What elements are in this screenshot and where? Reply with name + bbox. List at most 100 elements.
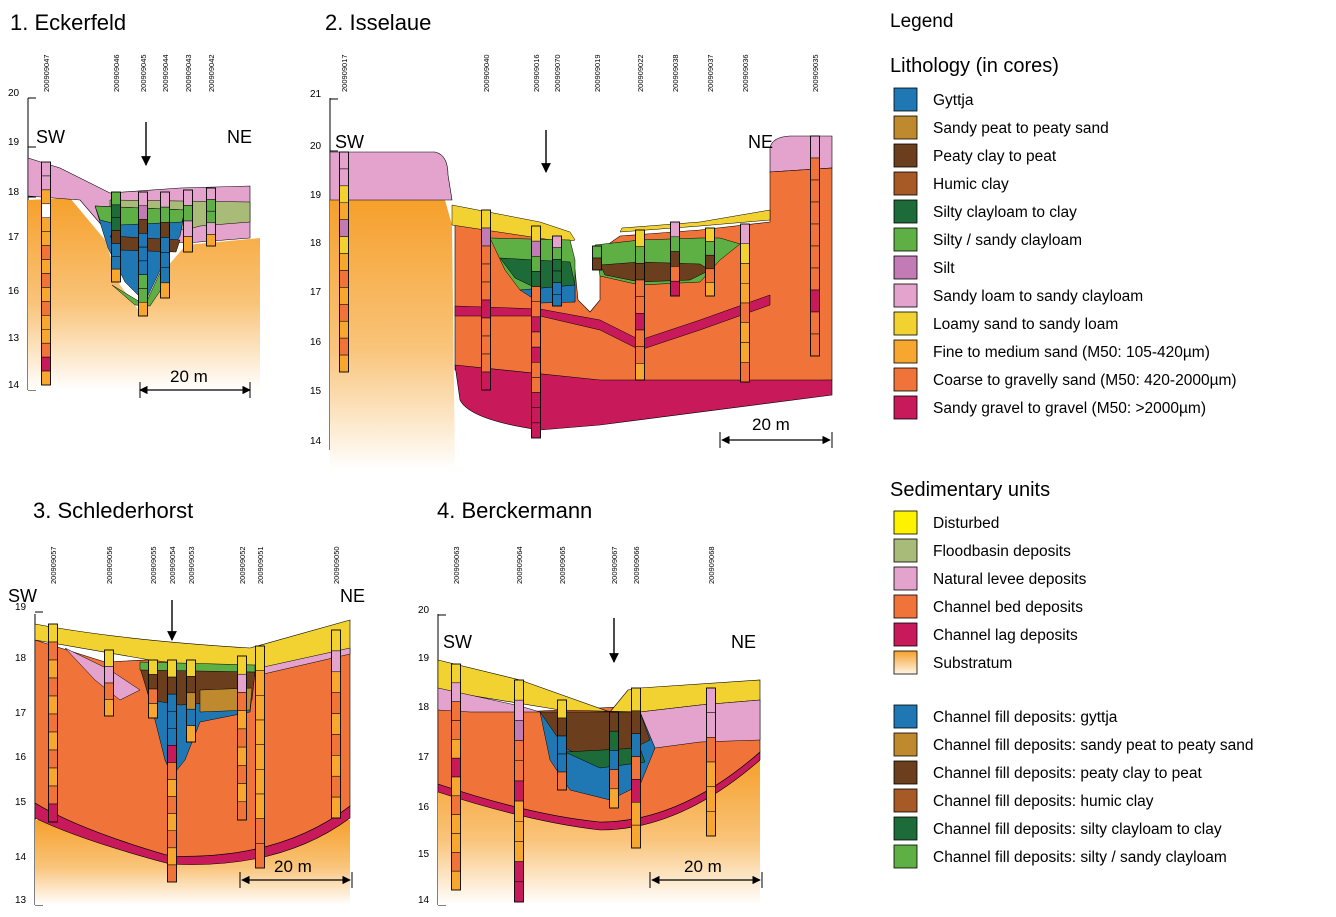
legend-label: Gyttja (933, 92, 974, 109)
legend-item: Substratum (893, 650, 1012, 675)
legend-swatch (893, 788, 918, 813)
depth-tick-label: 14 (15, 852, 27, 863)
scale-bar: 20 m (649, 857, 763, 888)
depth-tick-label: 13 (8, 333, 20, 344)
borehole-core: 200909057 (48, 546, 58, 823)
core-id-label: 200909067 (610, 546, 619, 584)
substratum (28, 198, 260, 390)
borehole-core: 200909051 (255, 546, 265, 869)
borehole-core: 200909019 (592, 54, 602, 271)
core-id-label: 200909045 (139, 54, 148, 92)
panel-title: 3. Schlederhorst (33, 498, 193, 523)
core-id-label: 200909051 (256, 546, 265, 584)
legend-label: Coarse to gravelly sand (M50: 420-2000µm… (933, 372, 1237, 389)
legend-label: Silty clayloam to clay (933, 204, 1077, 221)
core-id-label: 200909047 (42, 54, 51, 92)
depth-tick-label: 15 (310, 386, 322, 397)
panel-title: 2. Isselaue (325, 10, 431, 35)
depth-tick-label: 13 (15, 895, 27, 906)
panel-title: 1. Eckerfeld (10, 10, 126, 35)
core-id-label: 200909055 (149, 546, 158, 584)
direction-sw: SW (443, 632, 472, 652)
legend-label: Channel fill deposits: peaty clay to pea… (933, 765, 1203, 782)
legend-label: Floodbasin deposits (933, 543, 1071, 560)
depth-tick-label: 16 (8, 286, 20, 297)
legend-swatch (893, 594, 918, 619)
legend-label: Sandy loam to sandy clayloam (933, 288, 1143, 305)
core-id-label: 200909053 (187, 546, 196, 584)
depth-tick-label: 14 (418, 895, 430, 906)
borehole-core: 200909022 (635, 54, 645, 381)
core-id-label: 200909057 (49, 546, 58, 584)
legend-item: Channel bed deposits (893, 594, 1083, 619)
legend-label: Channel fill deposits: humic clay (933, 793, 1154, 810)
core-id-label: 200909054 (168, 546, 177, 584)
legend-swatch (893, 143, 918, 168)
depth-tick-label: 20 (418, 605, 430, 616)
legend-label: Channel fill deposits: silty clayloam to… (933, 821, 1222, 838)
scale-bar: 20 m (139, 367, 251, 398)
legend-swatch (893, 844, 918, 869)
natural-levee-deposits (64, 647, 141, 701)
legend-item: Floodbasin deposits (893, 538, 1071, 563)
legend-label: Loamy sand to sandy loam (933, 316, 1118, 333)
legend-item: Fine to medium sand (M50: 105-420µm) (893, 339, 1210, 364)
legend-item: Peaty clay to peat (893, 143, 1057, 168)
legend-item: Sandy loam to sandy clayloam (893, 283, 1143, 308)
depth-tick-label: 16 (15, 752, 27, 763)
depth-tick-label: 17 (310, 287, 322, 298)
borehole-core: 200909035 (810, 54, 820, 357)
borehole-core: 200909044 (160, 54, 170, 299)
direction-ne: NE (340, 586, 365, 606)
panel-title: 4. Berckermann (437, 498, 592, 523)
legend-swatch (893, 816, 918, 841)
borehole-core: 200909067 (609, 546, 619, 809)
legend-swatch (893, 339, 918, 364)
legend-item: Humic clay (893, 171, 1009, 196)
core-id-label: 200909050 (332, 546, 341, 584)
depth-tick-label: 18 (310, 238, 322, 249)
legend-swatch (893, 199, 918, 224)
legend-label: Channel fill deposits: silty / sandy cla… (933, 849, 1227, 866)
borehole-core: 200909046 (111, 54, 121, 283)
legend-swatch (893, 115, 918, 140)
core-id-label: 200909038 (671, 54, 680, 92)
legend-item: Gyttja (893, 87, 974, 112)
borehole-core: 200909063 (451, 546, 461, 891)
borehole-core: 200909045 (138, 54, 148, 317)
direction-ne: NE (748, 132, 773, 152)
depth-tick-label: 14 (310, 436, 322, 447)
depth-tick-label: 19 (418, 653, 430, 664)
channel-lag-deposits (454, 364, 833, 431)
panel-berckermann: 4. Berckermann 20 19 18 17 16 15 14 200909063 2… (418, 498, 763, 906)
borehole-core: 200909042 (206, 54, 216, 247)
legend-swatch (893, 227, 918, 252)
legend-label: Fine to medium sand (M50: 105-420µm) (933, 344, 1210, 361)
legend-swatch (893, 367, 918, 392)
core-id-label: 200909042 (207, 54, 216, 92)
borehole-core: 200909040 (481, 54, 491, 391)
legend-swatch (893, 538, 918, 563)
legend-label: Channel fill deposits: sandy peat to pea… (933, 737, 1254, 754)
depth-tick-label: 21 (310, 89, 322, 100)
legend-label: Peaty clay to peat (933, 148, 1057, 165)
borehole-core: 200909055 (148, 546, 158, 719)
legend-item: Channel fill deposits: peaty clay to pea… (893, 760, 1203, 785)
legend-item: Channel lag deposits (893, 622, 1078, 647)
legend-label: Sandy gravel to gravel (M50: >2000µm) (933, 400, 1206, 417)
borehole-core: 200909043 (183, 54, 193, 253)
legend-swatch (893, 510, 918, 535)
depth-tick-label: 17 (418, 752, 430, 763)
legend-swatch (893, 566, 918, 591)
legend-swatch (893, 732, 918, 757)
scale-label: 20 m (274, 857, 312, 876)
legend-swatch (893, 704, 918, 729)
borehole-core: 200909038 (670, 54, 680, 297)
core-id-label: 200909056 (105, 546, 114, 584)
legend-swatch (893, 650, 918, 675)
core-id-label: 200909036 (741, 54, 750, 92)
direction-sw: SW (36, 127, 65, 147)
depth-tick-label: 17 (8, 232, 20, 243)
legend-label: Silt (933, 260, 955, 277)
legend-swatch (893, 311, 918, 336)
